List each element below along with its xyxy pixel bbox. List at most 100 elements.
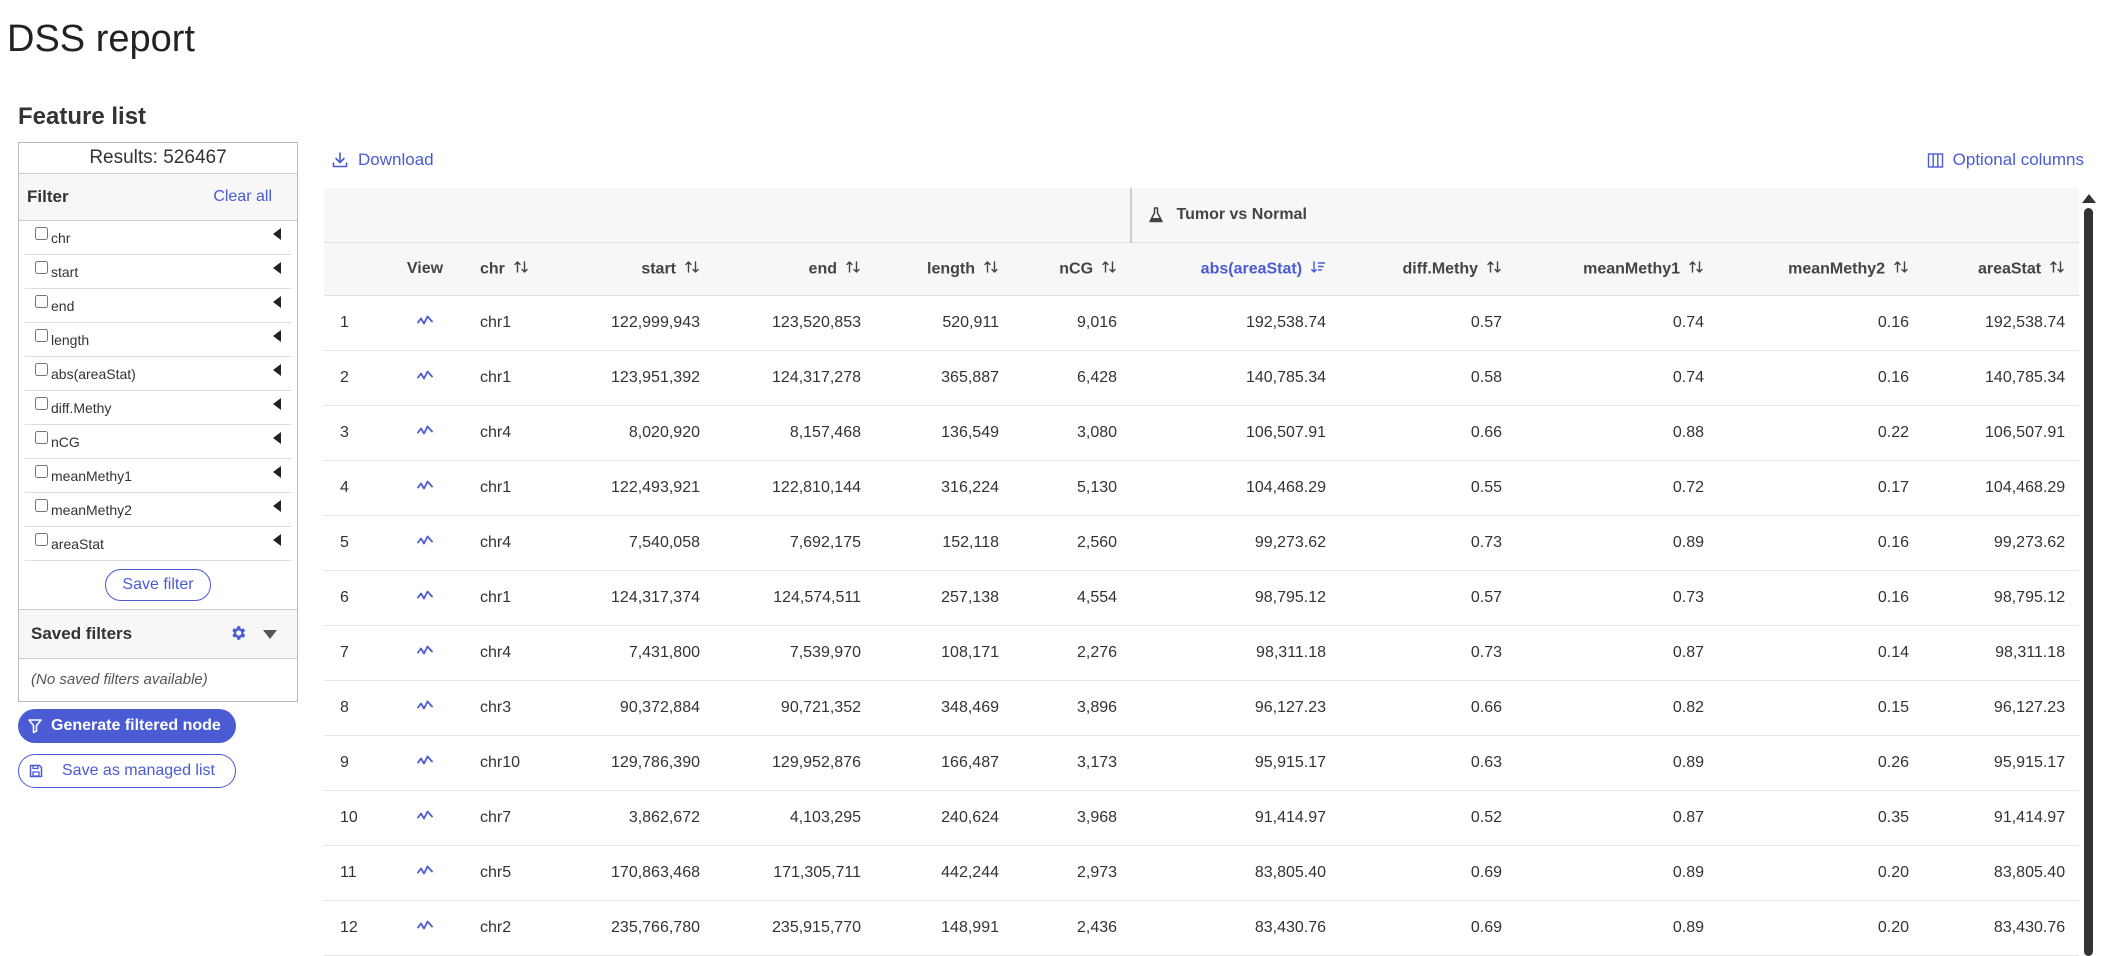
filter-item[interactable]: nCG <box>25 425 291 459</box>
filter-item[interactable]: areaStat <box>25 527 291 561</box>
cell-chr: chr1 <box>466 295 571 351</box>
table-scrollbar[interactable] <box>2080 188 2096 956</box>
column-header-meanmethy2[interactable]: meanMethy2 <box>1718 242 1924 296</box>
table-row[interactable]: 7 chr4 7,431,800 7,539,970 108,171 2,276 98,31… <box>324 625 2079 681</box>
view-chart-icon[interactable] <box>417 315 433 333</box>
filter-checkbox[interactable] <box>35 227 48 240</box>
filter-item[interactable]: diff.Methy <box>25 391 291 425</box>
view-chart-icon[interactable] <box>417 700 433 718</box>
sort-icon[interactable] <box>1486 259 1502 280</box>
table-row[interactable]: 6 chr1 124,317,374 124,574,511 257,138 4,554 9… <box>324 570 2079 626</box>
cell-end: 235,915,770 <box>714 900 875 956</box>
filter-checkbox[interactable] <box>35 295 48 308</box>
filter-item[interactable]: end <box>25 289 291 323</box>
table-row[interactable]: 4 chr1 122,493,921 122,810,144 316,224 5,130 1… <box>324 460 2079 516</box>
table-row[interactable]: 2 chr1 123,951,392 124,317,278 365,887 6,428 1… <box>324 350 2079 406</box>
view-chart-icon[interactable] <box>417 645 433 663</box>
table-row[interactable]: 3 chr4 8,020,920 8,157,468 136,549 3,080 106,5… <box>324 405 2079 461</box>
filter-item[interactable]: length <box>25 323 291 357</box>
filter-checkbox[interactable] <box>35 499 48 512</box>
caret-left-icon[interactable] <box>273 500 281 512</box>
filter-item[interactable]: abs(areaStat) <box>25 357 291 391</box>
column-header-meanmethy1[interactable]: meanMethy1 <box>1516 242 1719 296</box>
filter-checkbox[interactable] <box>35 431 48 444</box>
view-chart-icon[interactable] <box>417 920 433 938</box>
caret-left-icon[interactable] <box>273 534 281 546</box>
table-row[interactable]: 5 chr4 7,540,058 7,692,175 152,118 2,560 99,27… <box>324 515 2079 571</box>
caret-left-icon[interactable] <box>273 432 281 444</box>
scroll-up-arrow-icon[interactable] <box>2082 194 2096 203</box>
view-chart-icon[interactable] <box>417 865 433 883</box>
table-row[interactable]: 1 chr1 122,999,943 123,520,853 520,911 9,016 1… <box>324 295 2079 351</box>
gear-icon[interactable] <box>229 624 247 642</box>
view-chart-icon[interactable] <box>417 425 433 443</box>
view-chart-icon[interactable] <box>417 755 433 773</box>
optional-columns-button[interactable]: Optional columns <box>1927 150 2084 170</box>
column-header-ncg[interactable]: nCG <box>1013 242 1132 296</box>
feature-table: Tumor vs Normal View chr start end length nCG… <box>324 188 2079 956</box>
column-header-label: meanMethy1 <box>1583 260 1681 278</box>
table-row[interactable]: 12 chr2 235,766,780 235,915,770 148,991 2,436… <box>324 900 2079 956</box>
column-header-chr[interactable]: chr <box>466 242 571 296</box>
caret-left-icon[interactable] <box>273 466 281 478</box>
download-button[interactable]: Download <box>331 150 434 170</box>
sort-icon[interactable] <box>845 259 861 280</box>
cell-areastat: 96,127.23 <box>1923 680 2079 736</box>
sort-icon[interactable] <box>983 259 999 280</box>
column-header-length[interactable]: length <box>875 242 1013 296</box>
column-header-abs-areastat[interactable]: abs(areaStat) <box>1131 242 1341 296</box>
filter-checkbox[interactable] <box>35 533 48 546</box>
sort-icon[interactable] <box>1688 259 1704 280</box>
section-title: Feature list <box>18 103 147 130</box>
view-chart-icon[interactable] <box>417 590 433 608</box>
save-as-managed-list-button[interactable]: Save as managed list <box>18 754 236 788</box>
table-row[interactable]: 10 chr7 3,862,672 4,103,295 240,624 3,968 91,4… <box>324 790 2079 846</box>
filter-item-label: start <box>51 263 79 280</box>
filter-checkbox[interactable] <box>35 261 48 274</box>
filter-checkbox[interactable] <box>35 397 48 410</box>
filter-item[interactable]: meanMethy2 <box>25 493 291 527</box>
sort-icon[interactable] <box>513 259 529 280</box>
sort-icon[interactable] <box>1101 259 1117 280</box>
filter-checkbox[interactable] <box>35 465 48 478</box>
sort-icon[interactable] <box>684 259 700 280</box>
cell-end: 8,157,468 <box>714 405 875 461</box>
caret-left-icon[interactable] <box>273 398 281 410</box>
clear-all-link[interactable]: Clear all <box>213 188 272 205</box>
chevron-down-icon[interactable] <box>263 630 277 639</box>
filter-item[interactable]: start <box>25 255 291 289</box>
cell-start: 235,766,780 <box>571 900 714 956</box>
generate-filtered-node-button[interactable]: Generate filtered node <box>18 709 236 743</box>
view-chart-icon[interactable] <box>417 810 433 828</box>
cell-diff-methy: 0.55 <box>1340 460 1517 516</box>
caret-left-icon[interactable] <box>273 262 281 274</box>
caret-left-icon[interactable] <box>273 330 281 342</box>
scroll-thumb[interactable] <box>2084 208 2093 956</box>
column-header-areastat[interactable]: areaStat <box>1923 242 2079 296</box>
sort-icon[interactable] <box>2049 259 2065 280</box>
caret-left-icon[interactable] <box>273 228 281 240</box>
table-row[interactable]: 8 chr3 90,372,884 90,721,352 348,469 3,896 96,… <box>324 680 2079 736</box>
filter-checkbox[interactable] <box>35 363 48 376</box>
column-header-start[interactable]: start <box>571 242 714 296</box>
cell-abs-areastat: 106,507.91 <box>1131 405 1341 461</box>
caret-left-icon[interactable] <box>273 364 281 376</box>
view-chart-icon[interactable] <box>417 535 433 553</box>
view-chart-icon[interactable] <box>417 370 433 388</box>
sort-icon[interactable] <box>1893 259 1909 280</box>
column-header-diff-methy[interactable]: diff.Methy <box>1340 242 1517 296</box>
saved-filters-header[interactable]: Saved filters <box>19 609 297 659</box>
column-header-label: areaStat <box>1977 260 2042 278</box>
filter-item[interactable]: meanMethy1 <box>25 459 291 493</box>
save-as-managed-list-label: Save as managed list <box>62 762 215 779</box>
view-chart-icon[interactable] <box>417 480 433 498</box>
caret-left-icon[interactable] <box>273 296 281 308</box>
filter-item[interactable]: chr <box>25 221 291 255</box>
group-header-row: Tumor vs Normal <box>324 188 2079 243</box>
table-row[interactable]: 11 chr5 170,863,468 171,305,711 442,244 2,973… <box>324 845 2079 901</box>
save-filter-button[interactable]: Save filter <box>105 569 211 601</box>
filter-checkbox[interactable] <box>35 329 48 342</box>
sort-descending-icon[interactable] <box>1310 259 1326 280</box>
column-header-end[interactable]: end <box>714 242 875 296</box>
table-row[interactable]: 9 chr10 129,786,390 129,952,876 166,487 3,173… <box>324 735 2079 791</box>
